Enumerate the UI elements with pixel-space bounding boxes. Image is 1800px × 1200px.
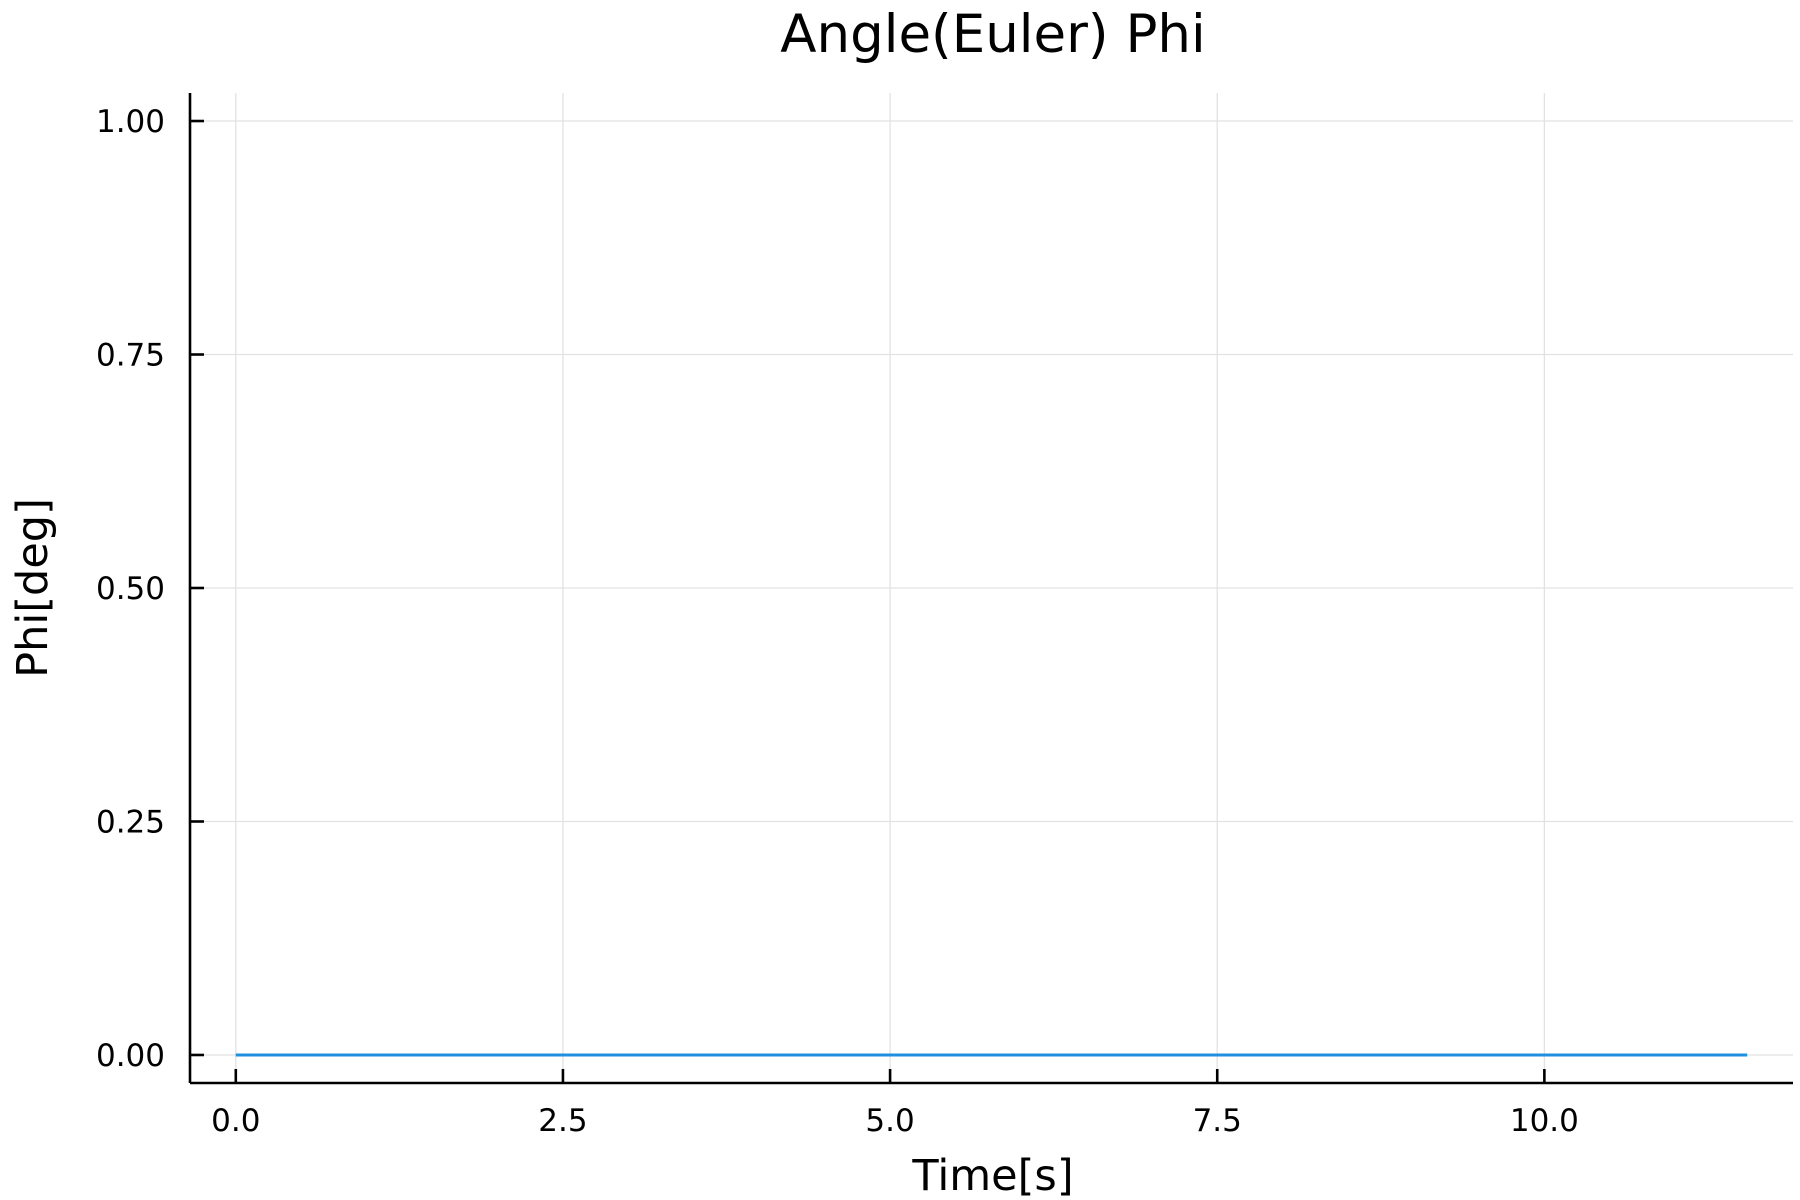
y-tick-label: 1.00 bbox=[96, 104, 165, 140]
y-tick-label: 0.25 bbox=[96, 804, 165, 840]
x-tick-label: 10.0 bbox=[1510, 1103, 1579, 1139]
x-tick-label: 2.5 bbox=[538, 1103, 587, 1139]
grid-layer bbox=[190, 93, 1793, 1083]
y-tick-label: 0.00 bbox=[96, 1038, 165, 1074]
x-tick-label: 0.0 bbox=[211, 1103, 260, 1139]
chart-title: Angle(Euler) Phi bbox=[780, 4, 1206, 65]
x-tick-label: 5.0 bbox=[865, 1103, 914, 1139]
tick-layer: 0.0 2.5 5.0 7.5 10.0 0.00 0.25 0.50 0.75 1.00 bbox=[96, 104, 1579, 1139]
x-axis-title: Time[s] bbox=[911, 1151, 1073, 1200]
x-tick-label: 7.5 bbox=[1193, 1103, 1242, 1139]
y-axis-title: Phi[deg] bbox=[8, 498, 58, 678]
y-tick-label: 0.75 bbox=[96, 338, 165, 374]
y-tick-label: 0.50 bbox=[96, 571, 165, 607]
